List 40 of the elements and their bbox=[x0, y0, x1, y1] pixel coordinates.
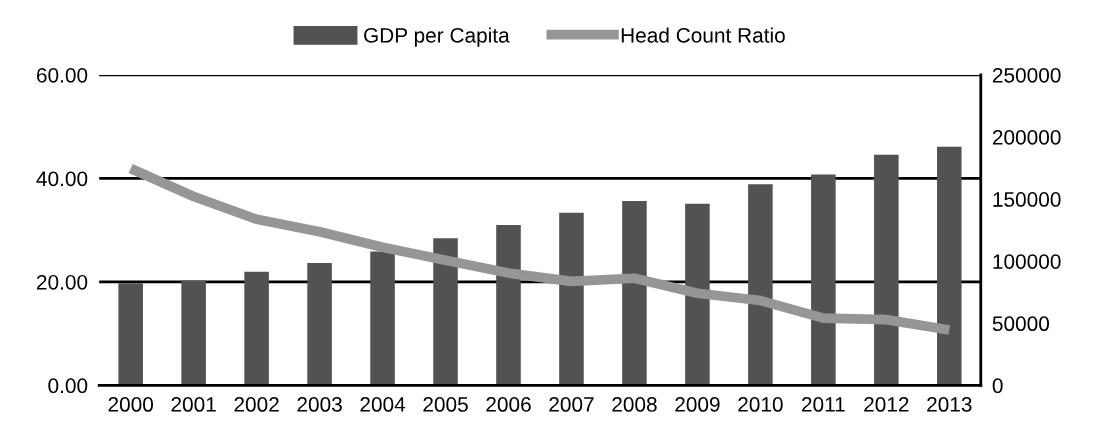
y2-tick-label: 0 bbox=[992, 378, 1003, 394]
x-tick-label: 2009 bbox=[675, 397, 720, 412]
legend-label: GDP per Capita bbox=[364, 27, 510, 47]
x-tick-label: 2011 bbox=[802, 397, 845, 412]
x-tick-label: 2002 bbox=[234, 397, 279, 412]
bar bbox=[181, 280, 206, 386]
y2-tick-label: 200000 bbox=[992, 130, 1061, 145]
y2-tick-label: 150000 bbox=[993, 192, 1061, 207]
x-tick-label: 2001 bbox=[171, 397, 216, 412]
bar bbox=[559, 212, 584, 386]
y-tick-label: 40.00 bbox=[36, 171, 88, 187]
bar bbox=[307, 262, 332, 386]
x-tick-label: 2006 bbox=[486, 397, 531, 412]
x-tick-label: 2012 bbox=[864, 397, 909, 412]
bar bbox=[244, 271, 269, 386]
y-tick-label: 0.00 bbox=[48, 378, 88, 394]
bar bbox=[622, 200, 647, 386]
bar bbox=[811, 174, 836, 386]
bar bbox=[118, 283, 143, 386]
bar bbox=[370, 251, 395, 386]
bar bbox=[874, 154, 899, 386]
x-tick-label: 2004 bbox=[360, 397, 406, 412]
bar bbox=[496, 224, 521, 386]
y2-tick-label: 50000 bbox=[992, 316, 1050, 332]
x-tick-label: 2013 bbox=[927, 397, 972, 412]
x-tick-label: 2005 bbox=[423, 397, 468, 412]
bar bbox=[433, 238, 458, 386]
bar bbox=[937, 146, 962, 386]
x-tick-label: 2010 bbox=[738, 397, 783, 412]
bar bbox=[685, 203, 710, 386]
y2-tick-label: 250000 bbox=[992, 67, 1061, 83]
x-tick-label: 2000 bbox=[108, 397, 154, 412]
y-tick-label: 20.00 bbox=[36, 274, 88, 290]
x-tick-label: 2007 bbox=[549, 397, 594, 412]
y-tick-label: 60.00 bbox=[37, 67, 88, 83]
y2-tick-label: 100000 bbox=[993, 254, 1061, 269]
legend-label: Head Count Ratio bbox=[621, 27, 785, 43]
x-tick-label: 2003 bbox=[297, 397, 342, 412]
x-tick-label: 2008 bbox=[612, 397, 657, 412]
bar bbox=[748, 184, 773, 386]
